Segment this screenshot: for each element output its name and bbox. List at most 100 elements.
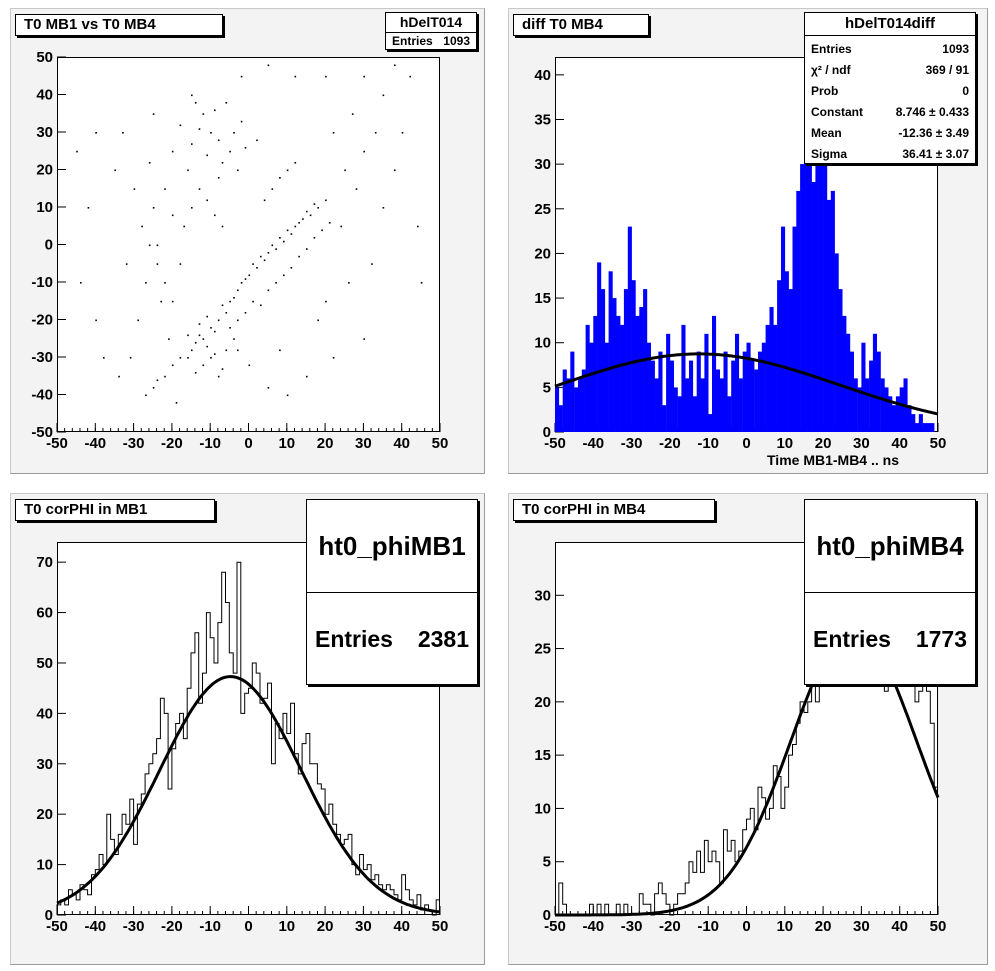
histogram-bar [719, 378, 724, 432]
y-tick-label: 50 [36, 49, 53, 66]
x-tick-label: -50 [544, 435, 566, 452]
histogram-bar [658, 351, 663, 432]
scatter-point [279, 349, 281, 352]
scatter-point [76, 150, 78, 153]
y-tick-label: 0 [543, 907, 551, 924]
scatter-point [355, 188, 358, 190]
scatter-point [217, 139, 220, 142]
x-tick-label: 10 [278, 435, 295, 452]
scatter-point [394, 64, 396, 67]
histogram-bar [857, 387, 862, 432]
histogram-bar [807, 101, 812, 432]
histogram-bar [918, 414, 923, 432]
y-tick-label: 0 [543, 424, 551, 441]
stats-box: ht0_phiMB4 Entries 1773 [804, 499, 976, 685]
scatter-point [260, 304, 262, 307]
scatter-point [191, 349, 193, 352]
y-tick-label: 10 [534, 335, 551, 352]
scatter-point [306, 210, 308, 213]
scatter-point [145, 394, 147, 397]
histogram-bar [784, 271, 789, 432]
scatter-point [237, 289, 239, 292]
stats-rows: Entries 1093 χ² / ndf 369 / 91 Prob 0 Const… [805, 36, 975, 165]
scatter-point [233, 297, 235, 299]
stats-name: hDelT014diff [805, 13, 975, 36]
scatter-point [240, 75, 243, 78]
histogram-bar [685, 378, 690, 432]
x-tick-label: -40 [582, 918, 604, 935]
y-tick-label: 20 [534, 694, 551, 711]
scatter-point [225, 102, 228, 104]
scatter-point [275, 248, 277, 250]
pad-scatter: -50 -40 -30 -20 -10 0 10 20 30 40 50 -50 -40 -30 -20 -1… [10, 8, 485, 474]
histogram-bar [662, 405, 667, 432]
scatter-point [206, 154, 208, 157]
scatter-point [156, 244, 159, 247]
x-tick-label: -20 [161, 435, 183, 452]
y-tick-label: 5 [543, 854, 551, 871]
x-tick-label: 10 [776, 918, 793, 935]
x-tick-label: 0 [742, 918, 750, 935]
histogram-bar [815, 146, 820, 433]
pad-phi-mb1: -50 -40 -30 -20 -10 0 10 20 30 40 50 0 10 20 30 40 50 60 7… [10, 493, 485, 965]
stats-row: Mean -12.36 ± 3.49 [805, 123, 975, 144]
scatter-point [286, 394, 289, 397]
stats-key: Entries [813, 626, 891, 652]
stats-row: Constant 8.746 ± 0.433 [805, 102, 975, 123]
scatter-point [267, 387, 270, 389]
scatter-point [221, 225, 224, 228]
x-tick-label: -10 [199, 435, 221, 452]
scatter-point [294, 225, 297, 228]
histogram-bar [796, 190, 801, 432]
histogram-bar [570, 351, 575, 432]
x-tick-label: 40 [393, 918, 410, 935]
y-tick-label: 20 [534, 245, 551, 262]
scatter-point [382, 207, 385, 209]
stats-row: Prob 0 [805, 81, 975, 102]
scatter-point [275, 282, 277, 284]
scatter-point [152, 113, 155, 115]
scatter-point [145, 282, 147, 284]
histogram-bar [704, 333, 709, 432]
scatter-point [202, 113, 205, 115]
histogram-bar [911, 414, 916, 432]
stats-row: Sigma 36.41 ± 3.07 [805, 144, 975, 165]
scatter-point [221, 162, 224, 164]
scatter-point [244, 147, 247, 149]
scatter-point [363, 338, 365, 340]
histogram-bar [834, 253, 839, 432]
scatter-point [325, 199, 327, 202]
histogram-bar [715, 369, 720, 432]
histogram-bar [646, 342, 651, 432]
x-tick-label: -30 [621, 435, 643, 452]
scatter-point [267, 64, 270, 67]
scatter-point [394, 169, 396, 172]
scatter-point [95, 132, 97, 134]
scatter-point [244, 312, 247, 314]
scatter-point [306, 375, 308, 378]
y-tick-label: 25 [534, 641, 551, 658]
scatter-point [351, 113, 354, 115]
scatter-point [325, 75, 327, 78]
x-axis-title: Time MB1-MB4 .. ns [767, 452, 899, 468]
scatter-point [290, 233, 293, 235]
histogram-bar [765, 324, 770, 432]
scatter-point [187, 357, 189, 359]
y-tick-label: 15 [534, 747, 551, 764]
scatter-point [171, 364, 174, 367]
scatter-point [252, 300, 254, 303]
x-tick-label: 0 [244, 435, 252, 452]
scatter-point [210, 357, 212, 359]
scatter-point [363, 150, 365, 153]
histogram-bar [654, 378, 659, 432]
y-tick-label: 20 [36, 162, 53, 179]
scatter-point [125, 263, 128, 265]
histogram-bar [846, 333, 851, 432]
y-tick-label: -20 [31, 312, 53, 329]
scatter-point [302, 218, 304, 220]
scatter-point [332, 357, 335, 359]
scatter-point [194, 372, 197, 374]
scatter-point [141, 225, 143, 228]
scatter-point [164, 188, 166, 190]
scatter-point [371, 263, 373, 265]
